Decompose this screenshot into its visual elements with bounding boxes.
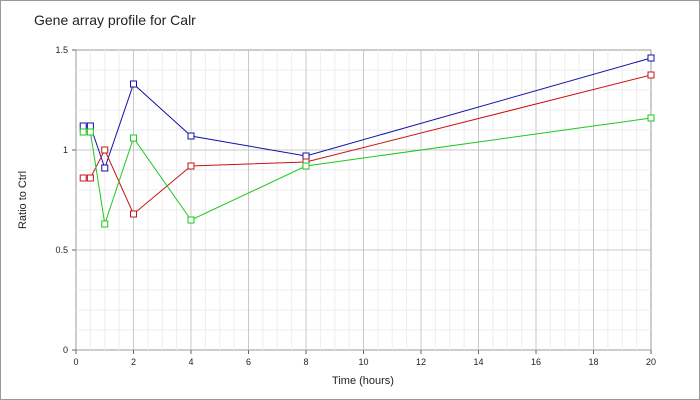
- x-tick-label: 16: [531, 357, 541, 367]
- series-layer: [79, 54, 655, 228]
- y-tick-label: 0: [63, 345, 68, 355]
- x-tick-label: 0: [73, 357, 78, 367]
- data-point: [79, 128, 87, 136]
- y-tick-label: 0.5: [55, 245, 68, 255]
- data-point: [101, 220, 109, 228]
- data-point: [79, 122, 87, 130]
- y-axis-label: Ratio to Ctrl: [17, 171, 29, 229]
- x-axis-label: Time (hours): [332, 375, 394, 387]
- series-2: [79, 71, 655, 218]
- data-point: [101, 146, 109, 154]
- x-tick-label: 8: [303, 357, 308, 367]
- data-point: [647, 71, 655, 79]
- data-point: [647, 114, 655, 122]
- data-point: [86, 128, 94, 136]
- x-tick-label: 4: [188, 357, 193, 367]
- axes: 0 2 4 6 8 10 12 14 16 18 20 0 0.5 1 1.5: [55, 45, 656, 367]
- x-tick-label: 2: [131, 357, 136, 367]
- grid: [76, 50, 651, 350]
- x-tick-label: 20: [646, 357, 656, 367]
- data-point: [187, 132, 195, 140]
- x-tick-label: 18: [588, 357, 598, 367]
- y-tick-label: 1: [63, 145, 68, 155]
- data-point: [187, 162, 195, 170]
- data-point: [79, 174, 87, 182]
- data-point: [647, 54, 655, 62]
- data-point: [130, 134, 137, 142]
- data-point: [302, 152, 310, 160]
- data-point: [101, 164, 109, 172]
- x-tick-label: 6: [246, 357, 251, 367]
- chart-title: Gene array profile for Calr: [34, 12, 196, 28]
- data-point: [86, 122, 94, 130]
- x-tick-label: 14: [473, 357, 483, 367]
- y-tick-label: 1.5: [55, 45, 68, 55]
- data-point: [187, 216, 195, 224]
- data-point: [86, 174, 94, 182]
- x-tick-label: 12: [416, 357, 426, 367]
- x-tick-label: 10: [358, 357, 368, 367]
- series-3: [79, 114, 655, 228]
- data-point: [302, 162, 310, 170]
- data-point: [130, 80, 137, 88]
- data-point: [130, 210, 137, 218]
